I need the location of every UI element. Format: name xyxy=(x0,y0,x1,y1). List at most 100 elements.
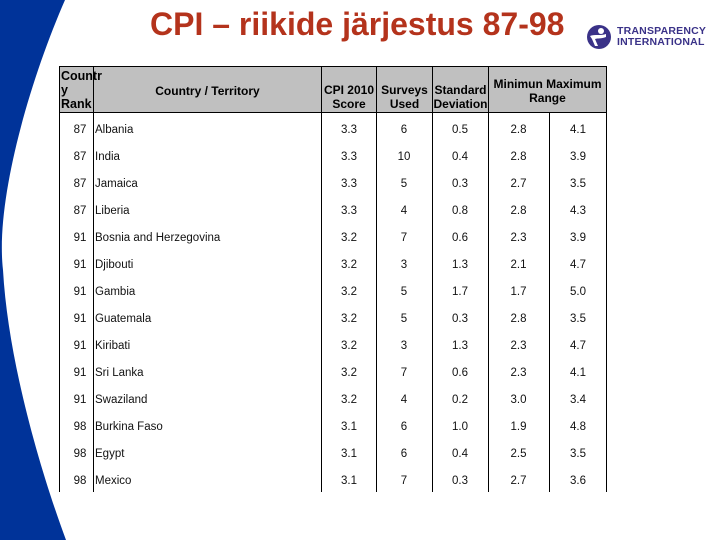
header-standard-deviation: Standard Deviation xyxy=(433,67,489,113)
cell-surveys: 6 xyxy=(400,124,408,136)
cell-rank: 91 xyxy=(73,313,87,325)
header-min-max-range: Minimun Maximum Range xyxy=(493,77,602,105)
cell-cpi: 3.2 xyxy=(341,340,357,352)
cell-surveys: 4 xyxy=(400,394,408,406)
cell-sd: 1.7 xyxy=(452,286,468,298)
logo-line2: INTERNATIONAL xyxy=(617,36,705,48)
table-row: 91 Gambia 3.2 5 1.7 1.7 5.0 xyxy=(59,280,607,307)
cell-sd: 0.3 xyxy=(452,313,468,325)
cell-cpi: 3.1 xyxy=(341,421,357,433)
cell-min: 2.1 xyxy=(510,259,527,271)
cell-country: Liberia xyxy=(95,205,130,217)
cell-rank: 87 xyxy=(73,205,87,217)
cell-country: Bosnia and Herzegovina xyxy=(95,232,221,244)
cell-sd: 1.3 xyxy=(452,259,468,271)
cell-rank: 87 xyxy=(73,151,87,163)
cell-max: 3.5 xyxy=(570,178,586,190)
header-surveys-used: Surveys Used xyxy=(377,67,433,113)
cell-country: Djibouti xyxy=(95,259,134,271)
header-cpi-score: CPI 2010 Score xyxy=(322,67,377,113)
cell-cpi: 3.2 xyxy=(341,286,357,298)
cell-min: 2.7 xyxy=(510,178,527,190)
transparency-international-logo-icon xyxy=(587,25,611,49)
cell-max: 4.7 xyxy=(570,340,586,352)
cell-country: Albania xyxy=(95,124,134,136)
cell-min: 2.5 xyxy=(510,448,527,460)
cell-rank: 91 xyxy=(73,394,87,406)
table-grid-lines xyxy=(59,113,607,492)
cell-max: 4.3 xyxy=(570,205,586,217)
cell-rank: 91 xyxy=(73,232,87,244)
table-row: 91 Sri Lanka 3.2 7 0.6 2.3 4.1 xyxy=(59,361,607,388)
cell-country: Kiribati xyxy=(95,340,131,352)
cell-sd: 0.4 xyxy=(452,448,468,460)
cell-sd: 0.4 xyxy=(452,151,468,163)
cell-max: 3.9 xyxy=(570,232,586,244)
cell-surveys: 7 xyxy=(400,232,408,244)
cell-rank: 91 xyxy=(73,340,87,352)
cell-sd: 1.0 xyxy=(452,421,468,433)
table-row: 91 Guatemala 3.2 5 0.3 2.8 3.5 xyxy=(59,307,607,334)
cell-cpi: 3.2 xyxy=(341,259,357,271)
cell-cpi: 3.3 xyxy=(341,205,357,217)
cell-sd: 1.3 xyxy=(452,340,468,352)
cell-surveys: 3 xyxy=(400,259,408,271)
cell-country: Guatemala xyxy=(95,313,152,325)
cell-rank: 91 xyxy=(73,259,87,271)
transparency-international-logo: TRANSPARENCY INTERNATIONAL xyxy=(586,22,706,52)
cell-sd: 0.2 xyxy=(452,394,468,406)
cell-rank: 87 xyxy=(73,124,87,136)
cell-max: 4.1 xyxy=(570,124,586,136)
logo-line1: TRANSPARENCY xyxy=(617,25,707,37)
cell-surveys: 5 xyxy=(400,286,408,298)
cell-max: 3.9 xyxy=(570,151,586,163)
table-row: 91 Kiribati 3.2 3 1.3 2.3 4.7 xyxy=(59,334,607,361)
cell-min: 3.0 xyxy=(510,394,527,406)
table-row: 98 Burkina Faso 3.1 6 1.0 1.9 4.8 xyxy=(59,415,607,442)
table-row: 91 Bosnia and Herzegovina 3.2 7 0.6 2.3 … xyxy=(59,226,607,253)
cell-rank: 91 xyxy=(73,367,87,379)
decorative-blue-arc xyxy=(0,0,66,540)
cell-max: 4.1 xyxy=(570,367,586,379)
cell-country: Egypt xyxy=(95,448,125,460)
cell-sd: 0.3 xyxy=(452,475,468,487)
cell-rank: 98 xyxy=(73,421,87,433)
cell-min: 2.3 xyxy=(510,367,527,379)
cell-country: India xyxy=(95,151,120,163)
cell-cpi: 3.1 xyxy=(341,475,357,487)
cell-rank: 98 xyxy=(73,475,87,487)
cell-max: 3.6 xyxy=(570,475,586,487)
cell-min: 2.8 xyxy=(510,124,527,136)
header-country-territory: Country / Territory xyxy=(94,67,322,113)
cell-max: 5.0 xyxy=(570,286,586,298)
cell-cpi: 3.2 xyxy=(341,394,357,406)
cell-cpi: 3.3 xyxy=(341,151,357,163)
header-country-rank: Countr y Rank xyxy=(61,67,102,113)
cell-cpi: 3.2 xyxy=(341,232,357,244)
cell-country: Jamaica xyxy=(95,178,138,190)
cell-max: 3.5 xyxy=(570,448,586,460)
cell-max: 4.8 xyxy=(570,421,586,433)
cell-max: 4.7 xyxy=(570,259,586,271)
table-row: 87 Jamaica 3.3 5 0.3 2.7 3.5 xyxy=(59,172,607,199)
cell-min: 2.3 xyxy=(510,340,527,352)
table-row: 91 Swaziland 3.2 4 0.2 3.0 3.4 xyxy=(59,388,607,415)
cell-max: 3.4 xyxy=(570,394,586,406)
cell-surveys: 4 xyxy=(400,205,408,217)
logo-wordmark: TRANSPARENCY INTERNATIONAL xyxy=(617,26,706,48)
cell-country: Swaziland xyxy=(95,394,148,406)
cell-country: Mexico xyxy=(95,475,132,487)
table-row: 98 Egypt 3.1 6 0.4 2.5 3.5 xyxy=(59,442,607,469)
cell-sd: 0.5 xyxy=(452,124,468,136)
slide-title: CPI – riikide järjestus 87-98 xyxy=(150,6,565,42)
cell-min: 1.7 xyxy=(510,286,527,298)
cell-surveys: 5 xyxy=(400,313,408,325)
table-row: 87 Albania 3.3 6 0.5 2.8 4.1 xyxy=(59,118,607,145)
cell-max: 3.5 xyxy=(570,313,586,325)
cell-sd: 0.6 xyxy=(452,367,468,379)
cell-sd: 0.8 xyxy=(452,205,468,217)
cell-cpi: 3.3 xyxy=(341,124,357,136)
cell-min: 2.8 xyxy=(510,205,527,217)
table-row: 87 Liberia 3.3 4 0.8 2.8 4.3 xyxy=(59,199,607,226)
cell-surveys: 10 xyxy=(397,151,411,163)
